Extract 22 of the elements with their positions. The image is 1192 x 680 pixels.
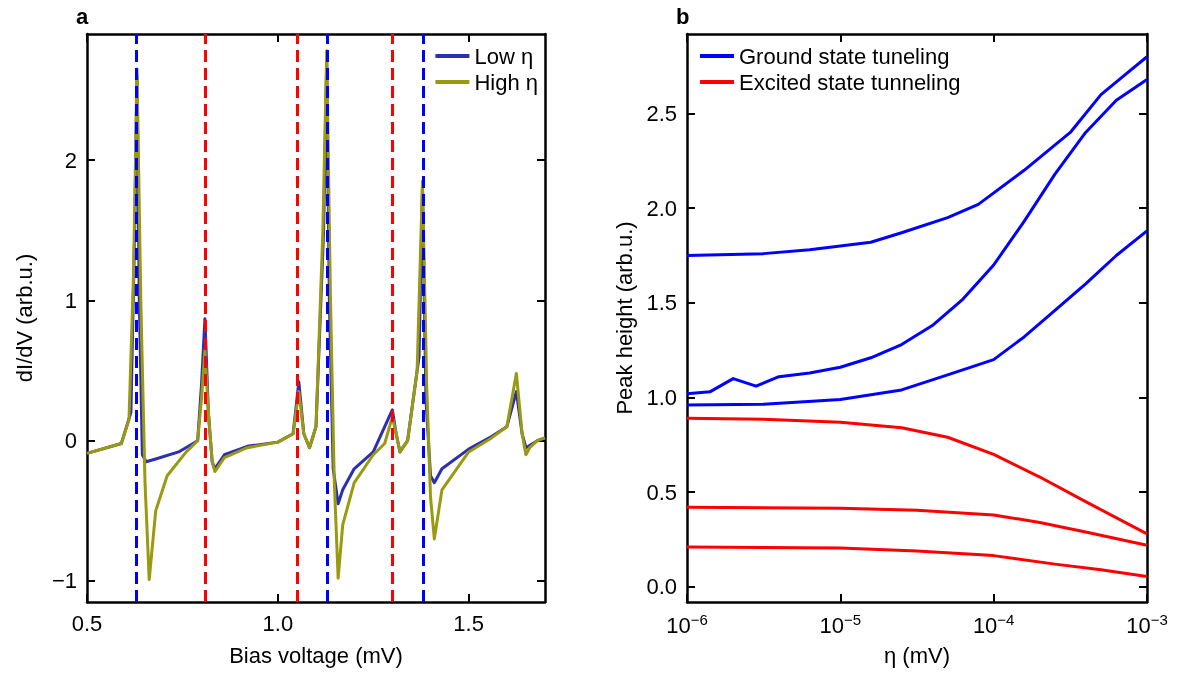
x-axis-title: Bias voltage (mV) xyxy=(229,642,403,668)
legend-label: High η xyxy=(474,69,538,95)
y-tick-label: 2.0 xyxy=(646,195,677,221)
y-tick-label: 0.0 xyxy=(646,574,677,600)
y-tick-label: 1.0 xyxy=(646,385,677,411)
legend-label: Excited state tunneling xyxy=(739,69,961,95)
x-tick-label: 1.0 xyxy=(262,610,294,636)
legend-label: Ground state tuneling xyxy=(739,43,950,69)
y-axis-title: Peak height (arb.u.) xyxy=(611,221,637,415)
y-axis-title: dI/dV (arb.u.) xyxy=(11,253,37,383)
x-tick-label: 1.5 xyxy=(453,610,484,636)
y-tick-label: −1 xyxy=(51,568,77,594)
y-tick-label: 1 xyxy=(64,287,77,313)
y-tick-label: 2.5 xyxy=(646,101,677,127)
y-tick-label: 2 xyxy=(64,147,77,173)
y-tick-label: 1.5 xyxy=(646,290,677,316)
chart-title: b xyxy=(676,3,690,29)
legend-label: Low η xyxy=(474,43,534,69)
y-tick-label: 0.5 xyxy=(646,479,677,505)
x-axis-title: η (mV) xyxy=(884,642,950,668)
chart-title: a xyxy=(76,3,89,29)
y-tick-label: 0 xyxy=(64,428,77,454)
